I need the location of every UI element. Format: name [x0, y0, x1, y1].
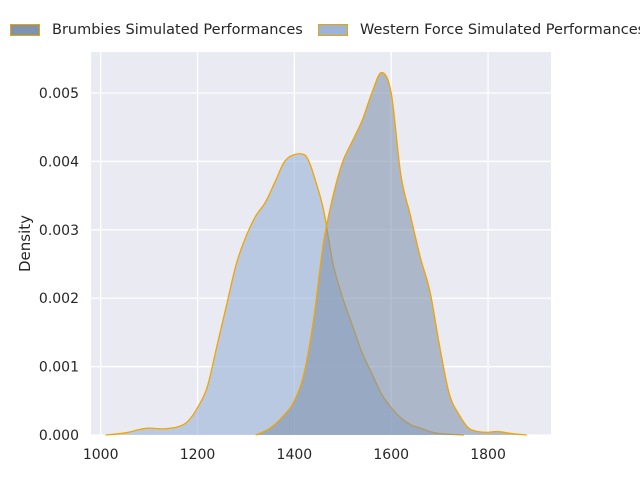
- area-brumbies-edge: [255, 71, 527, 436]
- legend: Brumbies Simulated Performances Western …: [0, 0, 640, 44]
- y-tick-label: 0.003: [39, 223, 79, 239]
- x-tick-label: 1800: [470, 447, 506, 463]
- y-tick-label: 0.002: [39, 291, 79, 307]
- density-areas: [105, 71, 527, 436]
- legend-label-western-force: Western Force Simulated Performances: [360, 22, 640, 38]
- y-axis: 0.000 0.001 0.002 0.003 0.004 0.005: [39, 86, 79, 444]
- y-tick-label: 0.005: [39, 86, 79, 102]
- legend-item-brumbies: Brumbies Simulated Performances: [10, 21, 303, 39]
- x-axis: 1000 1200 1400 1600 1800: [83, 447, 506, 463]
- legend-swatch-brumbies: [10, 24, 40, 36]
- x-tick-label: 1000: [83, 447, 119, 463]
- legend-swatch-western-force: [318, 24, 348, 36]
- x-tick-label: 1400: [277, 447, 313, 463]
- legend-item-western-force: Western Force Simulated Performances: [318, 21, 640, 39]
- y-tick-label: 0.000: [39, 428, 79, 444]
- area-brumbies: [255, 72, 527, 436]
- area-western-force: [105, 153, 464, 435]
- y-tick-label: 0.001: [39, 360, 79, 376]
- y-tick-label: 0.004: [39, 154, 79, 170]
- x-tick-label: 1200: [180, 447, 216, 463]
- y-axis-label: Density: [16, 215, 34, 272]
- legend-label-brumbies: Brumbies Simulated Performances: [52, 22, 303, 38]
- x-tick-label: 1600: [373, 447, 409, 463]
